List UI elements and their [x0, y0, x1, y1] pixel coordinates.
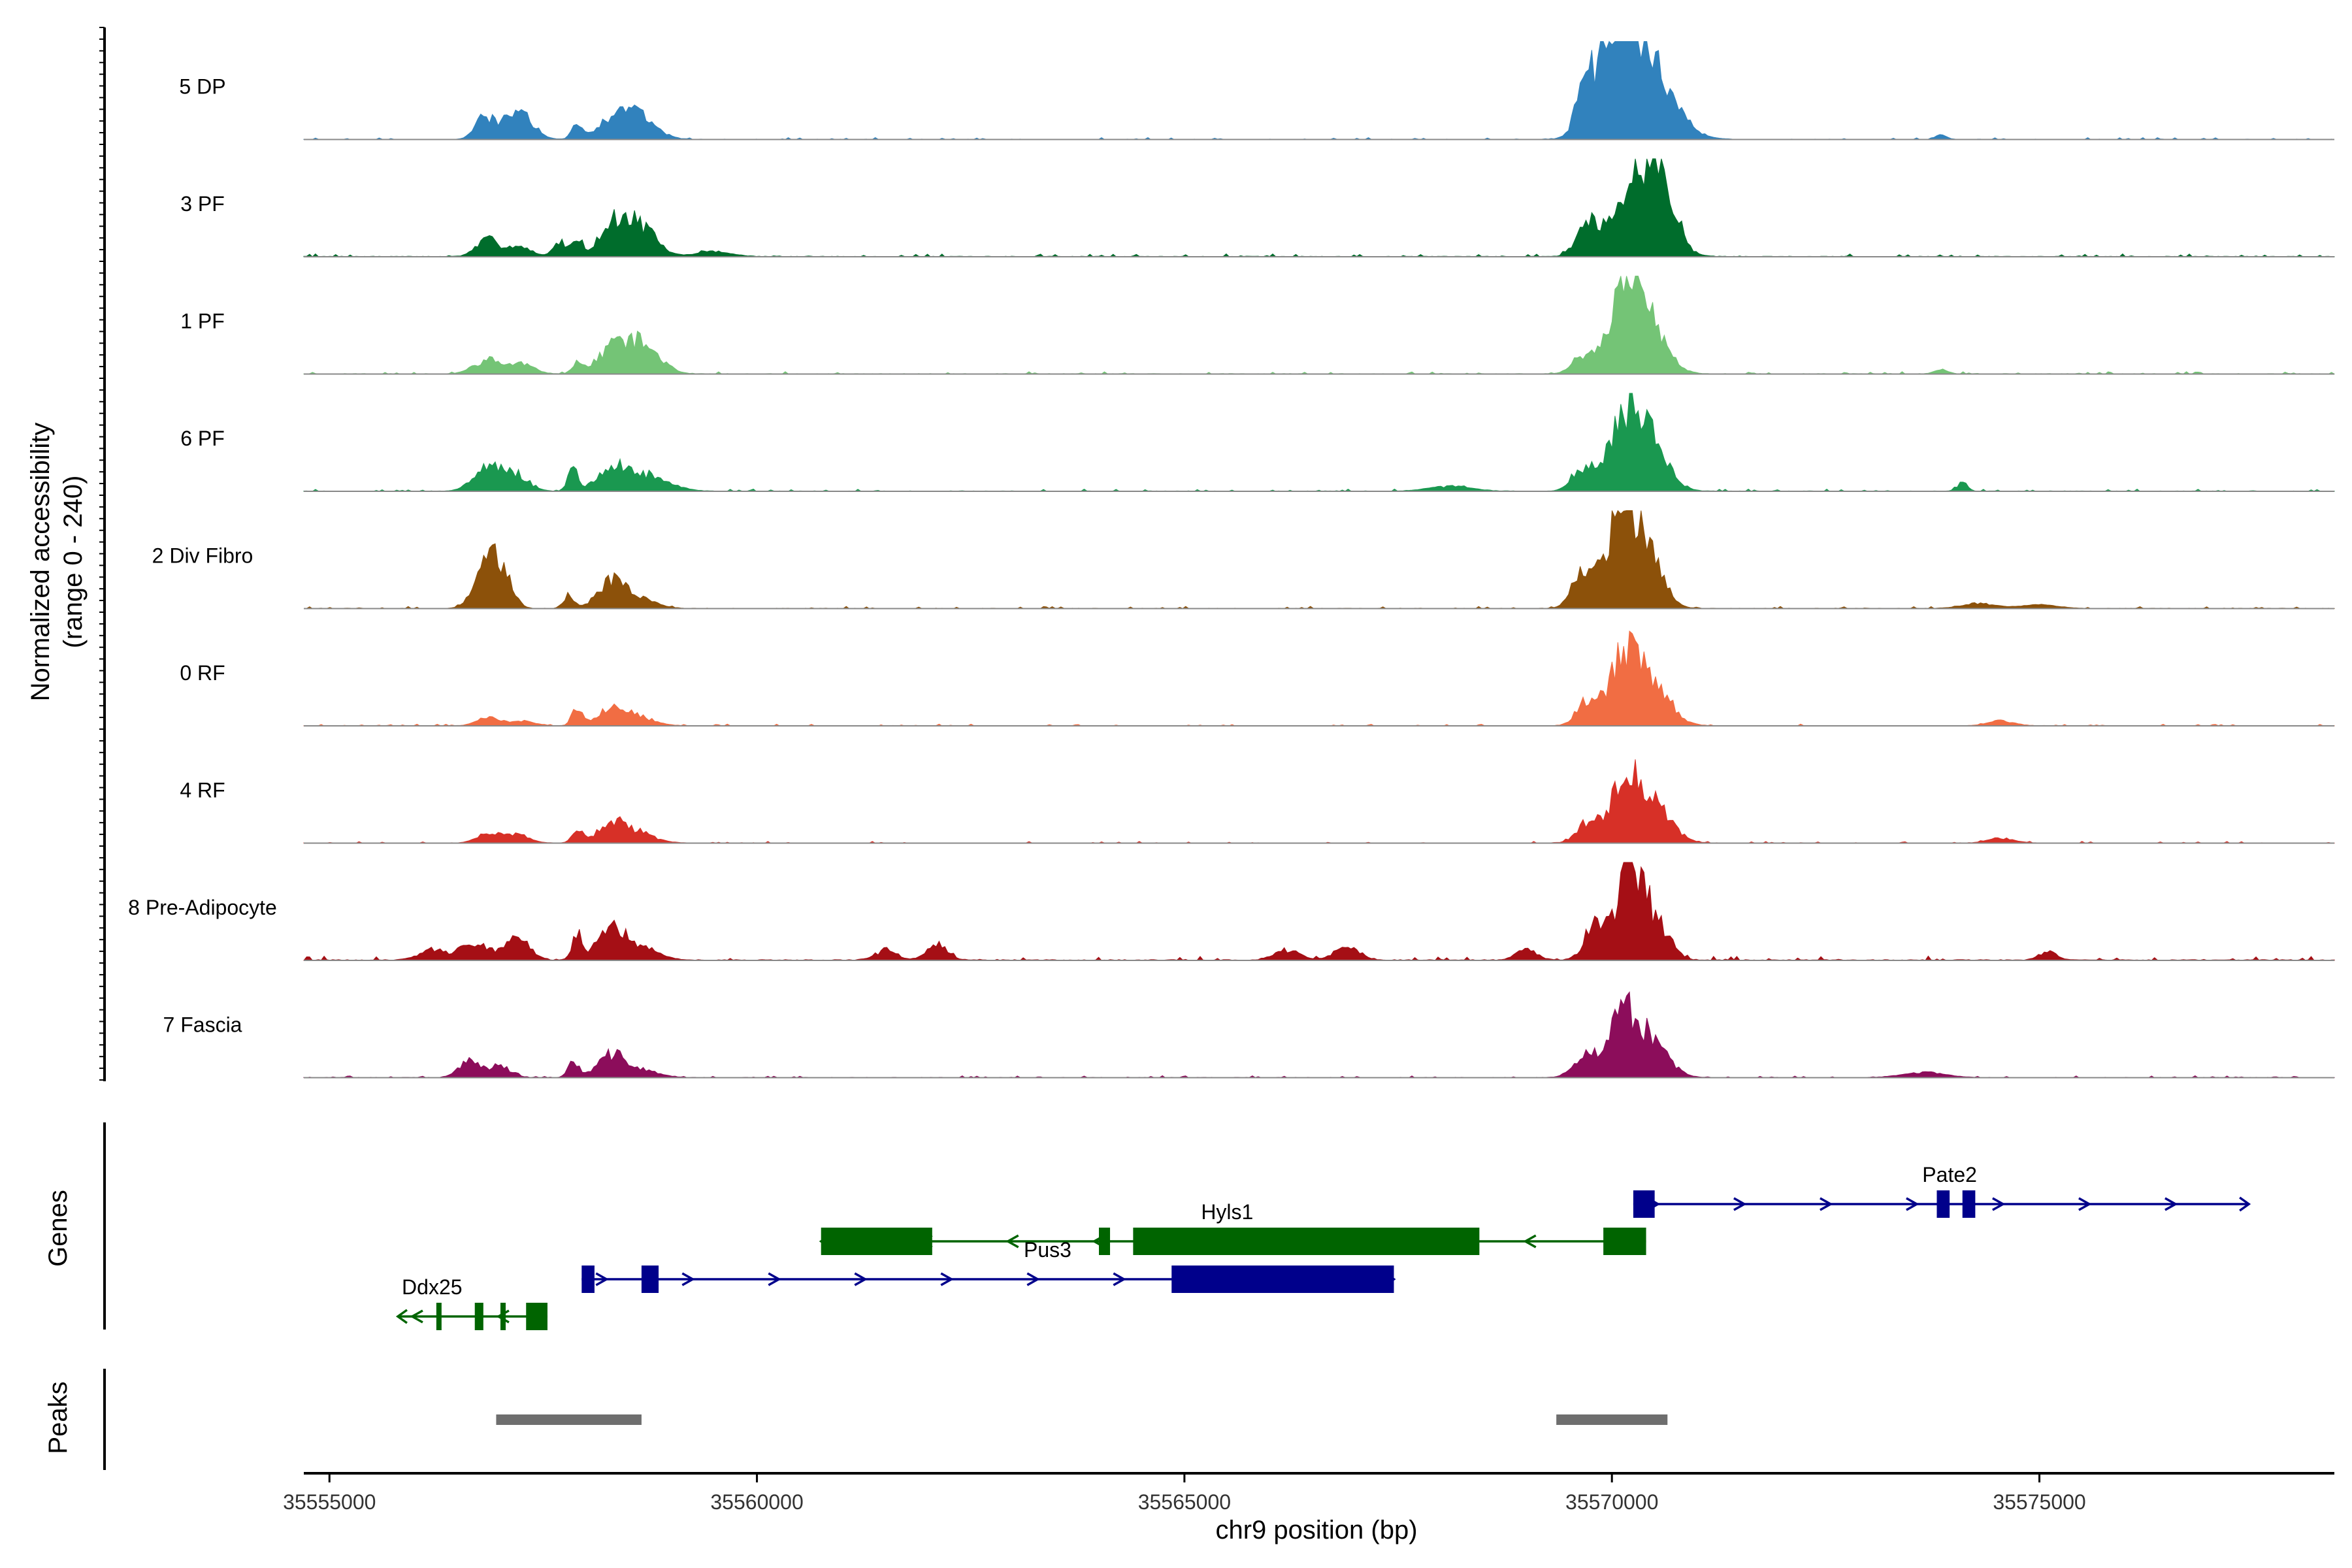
exon: [1099, 1228, 1111, 1255]
coverage-area: [303, 276, 2335, 375]
gene-label: Ddx25: [402, 1275, 463, 1299]
exon: [1633, 1190, 1655, 1218]
strand-arrow: [2164, 1197, 2178, 1211]
coverage-area: [303, 41, 2335, 140]
exon: [500, 1303, 506, 1330]
exon: [641, 1266, 659, 1293]
strand-arrow: [854, 1272, 868, 1286]
coverage-track: 0 RF: [180, 630, 2335, 727]
strand-arrow: [1820, 1197, 1833, 1211]
track-label: 2 Div Fibro: [152, 544, 253, 568]
peak-region: [496, 1414, 642, 1425]
x-tick-label: 35555000: [283, 1490, 376, 1514]
strand-arrow: [1906, 1197, 1919, 1211]
track-label: 3 PF: [180, 192, 225, 216]
track-label: 4 RF: [180, 779, 225, 802]
gene-label: Pus3: [1024, 1238, 1071, 1262]
exon: [581, 1266, 595, 1293]
coverage-track: 5 DP: [179, 41, 2335, 140]
track-label: 1 PF: [180, 310, 225, 333]
y-axis-subtitle: (range 0 - 240): [59, 476, 88, 649]
track-label: 7 Fascia: [163, 1013, 242, 1037]
strand-arrow: [1026, 1272, 1040, 1286]
gene-label: Pate2: [1922, 1163, 1977, 1186]
gene-end-arrow: [395, 1309, 408, 1324]
x-axis: 35555000 35560000 35565000 35570000 35575000: [99, 27, 2334, 1514]
gene-end-arrow: [2239, 1196, 2251, 1212]
strand-arrow: [1005, 1234, 1019, 1249]
strand-arrow: [1992, 1197, 2006, 1211]
strand-arrow: [2078, 1197, 2092, 1211]
coverage-track: 4 RF: [180, 759, 2335, 844]
coverage-area: [303, 510, 2335, 610]
gene-model: Pate2: [1633, 1163, 2251, 1218]
strand-arrow: [681, 1272, 695, 1286]
track-label: 5 DP: [179, 75, 225, 99]
strand-arrow: [1113, 1272, 1126, 1286]
gene-model: Hyls1: [819, 1200, 1646, 1255]
x-tick-label: 35565000: [1138, 1490, 1231, 1514]
strand-arrow: [1733, 1197, 1747, 1211]
coverage-track: 1 PF: [180, 276, 2335, 375]
coverage-track: 3 PF: [180, 158, 2335, 257]
peak-region: [1556, 1414, 1668, 1425]
peaks-panel: [496, 1414, 1668, 1425]
coverage-track: 6 PF: [180, 393, 2335, 492]
strand-arrow: [1523, 1234, 1537, 1249]
coverage-area: [303, 630, 2335, 727]
exon: [821, 1228, 932, 1255]
exon: [474, 1303, 483, 1330]
x-tick-label: 35570000: [1565, 1490, 1658, 1514]
exon: [1133, 1228, 1480, 1255]
coverage-area: [303, 759, 2335, 844]
strand-arrow: [595, 1272, 609, 1286]
gene-model: Pus3: [581, 1238, 1396, 1293]
coverage-track: 7 Fascia: [163, 991, 2335, 1079]
coverage-track: 8 Pre-Adipocyte: [128, 862, 2335, 961]
strand-arrow: [768, 1272, 781, 1286]
coverage-area: [303, 991, 2335, 1079]
exon: [1962, 1190, 1976, 1218]
strand-arrow: [410, 1309, 423, 1324]
strand-arrow: [940, 1272, 954, 1286]
x-tick-label: 35560000: [710, 1490, 803, 1514]
coverage-area: [303, 393, 2335, 492]
genes-panel-label: Genes: [44, 1190, 73, 1267]
track-label: 8 Pre-Adipocyte: [128, 896, 277, 919]
peaks-panel-label: Peaks: [44, 1381, 73, 1454]
coverage-tracks: 5 DP 3 PF 1 PF 6 PF 2 Div Fibro 0 RF 4 RF 8 Pre…: [128, 41, 2335, 1079]
y-axis-title: Normalized accessibility: [26, 423, 55, 702]
coverage-track: 2 Div Fibro: [152, 510, 2335, 610]
exon: [526, 1303, 547, 1330]
gene-annotation-panel: Pate2 Hyls1 Pus3 Ddx25: [395, 1163, 2251, 1330]
exon: [1171, 1266, 1394, 1293]
track-label: 6 PF: [180, 427, 225, 450]
x-axis-title: chr9 position (bp): [1215, 1516, 1417, 1544]
exon: [436, 1303, 442, 1330]
gene-model: Ddx25: [395, 1275, 547, 1330]
exon: [1603, 1228, 1646, 1255]
coverage-area: [303, 158, 2335, 257]
coverage-area: [303, 862, 2335, 961]
track-label: 0 RF: [180, 661, 225, 685]
gene-label: Hyls1: [1201, 1200, 1253, 1224]
exon: [1936, 1190, 1950, 1218]
x-tick-label: 35575000: [1993, 1490, 2085, 1514]
